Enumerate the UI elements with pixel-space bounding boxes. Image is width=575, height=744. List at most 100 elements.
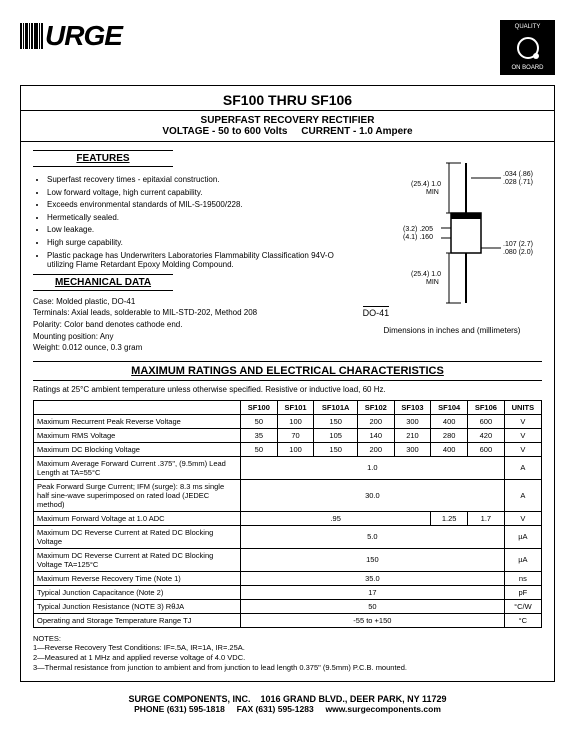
cell: 210 <box>394 428 431 442</box>
package-label: DO-41 <box>363 306 390 318</box>
unit: µA <box>504 548 541 571</box>
cell: 100 <box>277 414 314 428</box>
cell: 400 <box>431 442 468 456</box>
cell: 140 <box>357 428 394 442</box>
table-row: Maximum DC Reverse Current at Rated DC B… <box>34 548 542 571</box>
svg-text:.034 (.86): .034 (.86) <box>503 171 533 178</box>
table-row: Maximum Average Forward Current .375", (… <box>34 456 542 479</box>
cell-span: 150 <box>241 548 505 571</box>
features-heading: FEATURES <box>33 150 173 167</box>
col-head: SF104 <box>431 400 468 414</box>
cell: 600 <box>468 414 505 428</box>
cell: 50 <box>241 442 278 456</box>
svg-text:(25.4) 1.0: (25.4) 1.0 <box>411 271 441 278</box>
unit: A <box>504 479 541 511</box>
barcode-icon <box>20 23 43 49</box>
cell: 1.7 <box>468 511 505 525</box>
svg-text:.107 (2.7): .107 (2.7) <box>503 241 533 248</box>
row-label: Maximum DC Blocking Voltage <box>34 442 241 456</box>
col-head: UNITS <box>504 400 541 414</box>
logo-text: URGE <box>45 20 122 52</box>
cell: 100 <box>277 442 314 456</box>
feature-item: Hermetically sealed. <box>47 213 342 223</box>
feature-item: Low forward voltage, high current capabi… <box>47 188 342 198</box>
feature-item: Low leakage. <box>47 225 342 235</box>
cell: 600 <box>468 442 505 456</box>
unit: V <box>504 511 541 525</box>
ratings-heading: MAXIMUM RATINGS AND ELECTRICAL CHARACTER… <box>33 361 542 381</box>
footer-line2: PHONE (631) 595-1818 FAX (631) 595-1283 … <box>20 704 555 714</box>
footer-line1: SURGE COMPONENTS, INC. 1016 GRAND BLVD.,… <box>20 694 555 704</box>
unit: °C <box>504 613 541 627</box>
col-head: SF106 <box>468 400 505 414</box>
subtitle: SUPERFAST RECOVERY RECTIFIER VOLTAGE - 5… <box>21 111 554 142</box>
svg-text:(3.2) .205: (3.2) .205 <box>403 226 433 233</box>
cell: 35 <box>241 428 278 442</box>
cell: 200 <box>357 414 394 428</box>
row-label: Typical Junction Resistance (NOTE 3) RθJ… <box>34 599 241 613</box>
svg-text:(4.1) .160: (4.1) .160 <box>403 234 433 241</box>
notes-block: NOTES: 1—Reverse Recovery Test Condition… <box>33 634 542 673</box>
feature-item: Exceeds environmental standards of MIL-S… <box>47 200 342 210</box>
cell: 200 <box>357 442 394 456</box>
table-row: Typical Junction Resistance (NOTE 3) RθJ… <box>34 599 542 613</box>
svg-text:.080 (2.0): .080 (2.0) <box>503 249 533 256</box>
features-list: Superfast recovery times - epitaxial con… <box>33 175 342 270</box>
mech-heading: MECHANICAL DATA <box>33 274 173 291</box>
row-label: Peak Forward Surge Current; IFM (surge):… <box>34 479 241 511</box>
dimensions-caption: Dimensions in inches and (millimeters) <box>362 326 542 335</box>
table-row: Maximum DC Reverse Current at Rated DC B… <box>34 525 542 548</box>
unit: V <box>504 442 541 456</box>
cell: 300 <box>394 414 431 428</box>
cell: 300 <box>394 442 431 456</box>
notes-heading: NOTES: <box>33 634 542 644</box>
note-item: 1—Reverse Recovery Test Conditions: IF=.… <box>33 643 542 653</box>
col-head: SF101A <box>314 400 358 414</box>
cell: 400 <box>431 414 468 428</box>
mech-line: Case: Molded plastic, DO-41 <box>33 297 342 307</box>
page-header: URGE QUALITY ON BOARD <box>20 20 555 75</box>
table-row: Operating and Storage Temperature Range … <box>34 613 542 627</box>
cell-span: -55 to +150 <box>241 613 505 627</box>
svg-text:MIN: MIN <box>426 279 439 286</box>
cell: 420 <box>468 428 505 442</box>
badge-top-text: QUALITY <box>504 24 551 30</box>
cell-span: 50 <box>241 599 505 613</box>
feature-item: High surge capability. <box>47 238 342 248</box>
footer: SURGE COMPONENTS, INC. 1016 GRAND BLVD.,… <box>20 694 555 714</box>
table-row: Maximum Recurrent Peak Reverse Voltage 5… <box>34 414 542 428</box>
subtitle-line1: SUPERFAST RECOVERY RECTIFIER <box>21 115 554 126</box>
cell: 105 <box>314 428 358 442</box>
cell: 150 <box>314 414 358 428</box>
note-item: 3—Thermal resistance from junction to am… <box>33 663 542 673</box>
part-title: SF100 THRU SF106 <box>21 86 554 111</box>
package-outline-icon: (25.4) 1.0 MIN .034 (.86) .028 (.71) (3.… <box>391 158 541 308</box>
col-blank <box>34 400 241 414</box>
left-column: FEATURES Superfast recovery times - epit… <box>33 150 342 355</box>
svg-text:(25.4) 1.0: (25.4) 1.0 <box>411 181 441 188</box>
cell-span: 30.0 <box>241 479 505 511</box>
row-label: Maximum Forward Voltage at 1.0 ADC <box>34 511 241 525</box>
table-header-row: SF100 SF101 SF101A SF102 SF103 SF104 SF1… <box>34 400 542 414</box>
svg-text:.028 (.71): .028 (.71) <box>503 179 533 186</box>
row-label: Maximum Reverse Recovery Time (Note 1) <box>34 571 241 585</box>
subtitle-line2: VOLTAGE - 50 to 600 Volts CURRENT - 1.0 … <box>21 126 554 137</box>
cell: 1.25 <box>431 511 468 525</box>
cell: 70 <box>277 428 314 442</box>
cell-span: 35.0 <box>241 571 505 585</box>
row-label: Maximum DC Reverse Current at Rated DC B… <box>34 525 241 548</box>
unit: ns <box>504 571 541 585</box>
ratings-note: Ratings at 25°C ambient temperature unle… <box>33 385 542 394</box>
content-area: FEATURES Superfast recovery times - epit… <box>21 142 554 681</box>
badge-circle-icon <box>517 37 539 59</box>
unit: °C/W <box>504 599 541 613</box>
row-label: Maximum Recurrent Peak Reverse Voltage <box>34 414 241 428</box>
note-item: 2—Measured at 1 MHz and applied reverse … <box>33 653 542 663</box>
cell: 50 <box>241 414 278 428</box>
col-head: SF102 <box>357 400 394 414</box>
row-label: Maximum RMS Voltage <box>34 428 241 442</box>
unit: V <box>504 428 541 442</box>
row-label: Maximum DC Reverse Current at Rated DC B… <box>34 548 241 571</box>
mech-line: Weight: 0.012 ounce, 0.3 gram <box>33 343 342 353</box>
cell-span: 1.0 <box>241 456 505 479</box>
